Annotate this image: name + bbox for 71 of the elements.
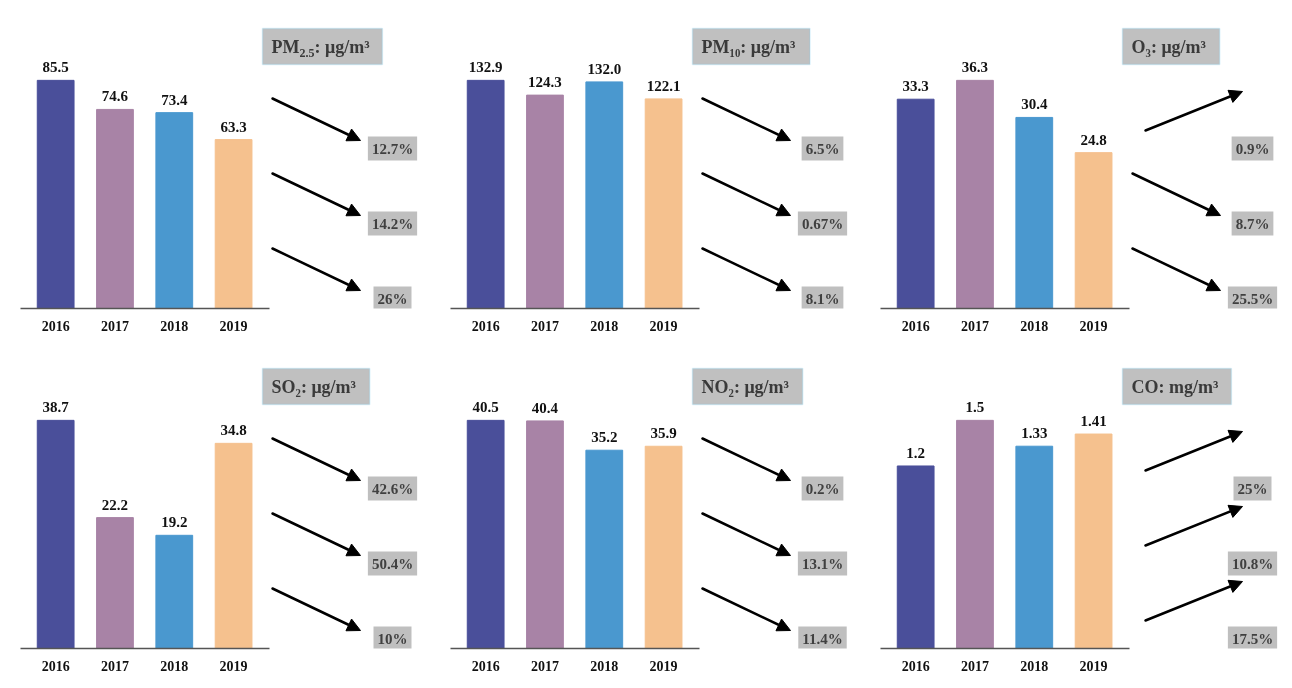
x-tick-label: 2019 <box>219 658 248 674</box>
data-label: 19.2 <box>161 514 188 531</box>
x-tick-label: 2018 <box>590 658 619 674</box>
data-label: 1.2 <box>906 444 926 461</box>
x-tick-label: 2016 <box>901 318 930 334</box>
data-label: 74.6 <box>101 88 129 105</box>
data-label: 85.5 <box>42 59 69 76</box>
data-label: 24.8 <box>1080 131 1107 148</box>
x-tick-label: 2016 <box>41 658 70 674</box>
data-label: 36.3 <box>961 59 989 76</box>
text: 25.5% <box>1231 290 1274 307</box>
x-tick-label: 2019 <box>649 318 678 334</box>
data-label: 124.3 <box>528 74 562 91</box>
data-label: 33.3 <box>902 78 929 95</box>
x-tick-label: 2017 <box>100 318 129 334</box>
x-tick-label: 2019 <box>649 658 678 674</box>
text: SO₂: μg/m³ <box>271 376 357 397</box>
x-tick-label: 2019 <box>219 318 248 334</box>
text: 13.1% <box>801 555 844 572</box>
text: 14.2% <box>371 215 414 232</box>
x-tick-label: 2018 <box>590 318 619 334</box>
text: 12.7% <box>371 140 414 157</box>
data-label: 35.2 <box>591 429 618 446</box>
x-tick-label: 2017 <box>530 318 559 334</box>
x-tick-label: 2017 <box>960 318 989 334</box>
data-label: 35.9 <box>650 425 677 442</box>
text: 50.4% <box>371 555 414 572</box>
x-tick-label: 2017 <box>530 658 559 674</box>
data-label: 132.9 <box>468 59 503 76</box>
data-label: 40.4 <box>531 399 559 416</box>
text: 0.9% <box>1235 140 1270 157</box>
data-label: 22.2 <box>101 496 129 513</box>
text: O₃: μg/m³ <box>1131 36 1207 57</box>
data-label: 1.33 <box>1021 425 1048 442</box>
x-tick-label: 2016 <box>901 658 930 674</box>
data-label: 63.3 <box>220 118 247 135</box>
x-tick-label: 2016 <box>471 658 500 674</box>
text: NO₂: μg/m³ <box>701 376 790 397</box>
x-tick-label: 2016 <box>41 318 70 334</box>
text: 6.5% <box>805 140 840 157</box>
text: 0.2% <box>805 480 840 497</box>
x-tick-label: 2018 <box>160 318 189 334</box>
text: 17.5% <box>1231 630 1274 647</box>
text: 42.6% <box>371 480 414 497</box>
x-tick-label: 2017 <box>960 658 989 674</box>
text: 10.8% <box>1231 555 1274 572</box>
x-tick-label: 2016 <box>471 318 500 334</box>
data-label: 1.5 <box>965 399 985 416</box>
data-label: 30.4 <box>1021 96 1048 113</box>
text: 25% <box>1237 480 1268 497</box>
x-tick-label: 2018 <box>160 658 189 674</box>
text: 10% <box>377 630 408 647</box>
data-label: 132.0 <box>587 60 622 77</box>
data-label: 38.7 <box>42 399 70 416</box>
text: 26% <box>377 290 408 307</box>
x-tick-label: 2017 <box>100 658 129 674</box>
text: 0.67% <box>801 215 844 232</box>
text: CO: mg/m³ <box>1131 376 1219 397</box>
data-label: 73.4 <box>161 91 188 108</box>
x-tick-label: 2019 <box>1079 318 1108 334</box>
text: 8.1% <box>805 290 840 307</box>
x-tick-label: 2018 <box>1020 318 1049 334</box>
text: PM₁₀: μg/m³ <box>701 36 796 57</box>
data-label: 1.41 <box>1080 413 1107 430</box>
data-label: 34.8 <box>220 422 247 439</box>
x-tick-label: 2018 <box>1020 658 1049 674</box>
text: 8.7% <box>1235 215 1270 232</box>
x-tick-label: 2019 <box>1079 658 1108 674</box>
data-label: 122.1 <box>646 77 681 94</box>
text: 11.4% <box>802 630 843 647</box>
data-label: 40.5 <box>472 399 499 416</box>
